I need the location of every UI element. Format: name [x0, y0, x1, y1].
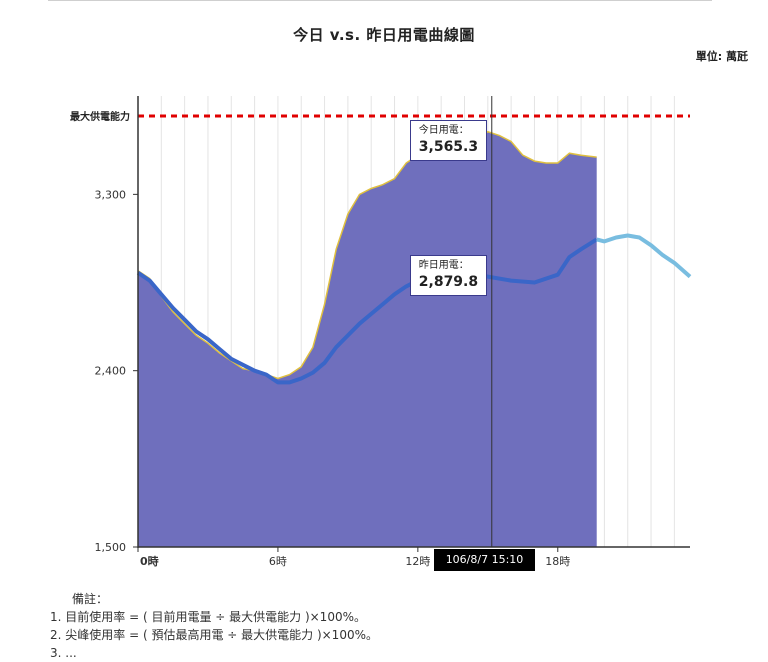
tooltip-today-value: 3,565.3	[418, 139, 479, 156]
top-divider	[48, 0, 712, 1]
tooltip-yesterday: 昨日用電： 2,879.8	[409, 254, 488, 296]
tooltip-today: 今日用電： 3,565.3	[409, 120, 488, 162]
y-tick-label: 1,500	[95, 541, 127, 554]
series-areas	[138, 131, 597, 547]
tooltip-yesterday-label: 昨日用電：	[418, 259, 469, 271]
series-lines	[136, 96, 692, 547]
x-tick-label: 12時	[405, 555, 430, 568]
tooltip-today-label: 今日用電：	[418, 125, 469, 137]
tooltip-yesterday-value: 2,879.8	[418, 273, 479, 290]
axes	[133, 96, 690, 552]
note-item: 2. 尖峰使用率 = ( 預估最高用電 ÷ 最大供電能力 )×100%。	[50, 628, 378, 642]
y-tick-label: 2,400	[95, 365, 127, 378]
notes-title: 備註：	[72, 592, 109, 606]
tick-labels: 最大供電能力 1,500 2,400 3,300 0時 6時 12時 18時	[70, 110, 570, 568]
note-item: 3. ...	[50, 646, 77, 660]
max-capacity-label: 最大供電能力	[70, 110, 130, 123]
unit-label: 單位: 萬瓩	[695, 50, 748, 63]
x-tick-label: 6時	[269, 555, 287, 568]
y-tick-label: 3,300	[95, 188, 127, 201]
area-today	[138, 131, 597, 547]
x-tick-label: 0時	[140, 554, 159, 568]
line-yesterday	[136, 237, 598, 385]
chart-title: 今日 v.s. 昨日用電曲線圖	[293, 26, 475, 44]
line-today	[137, 130, 597, 380]
line-yesterday-remaining	[596, 233, 692, 279]
note-item: 1. 目前使用率 = ( 目前用電量 ÷ 最大供電能力 )×100%。	[50, 610, 366, 624]
crosshair-time-label: 106/8/7 15:10	[434, 549, 535, 571]
x-tick-label: 18時	[545, 555, 570, 568]
notes: 備註： 1. 目前使用率 = ( 目前用電量 ÷ 最大供電能力 )×100%。 …	[50, 590, 378, 662]
